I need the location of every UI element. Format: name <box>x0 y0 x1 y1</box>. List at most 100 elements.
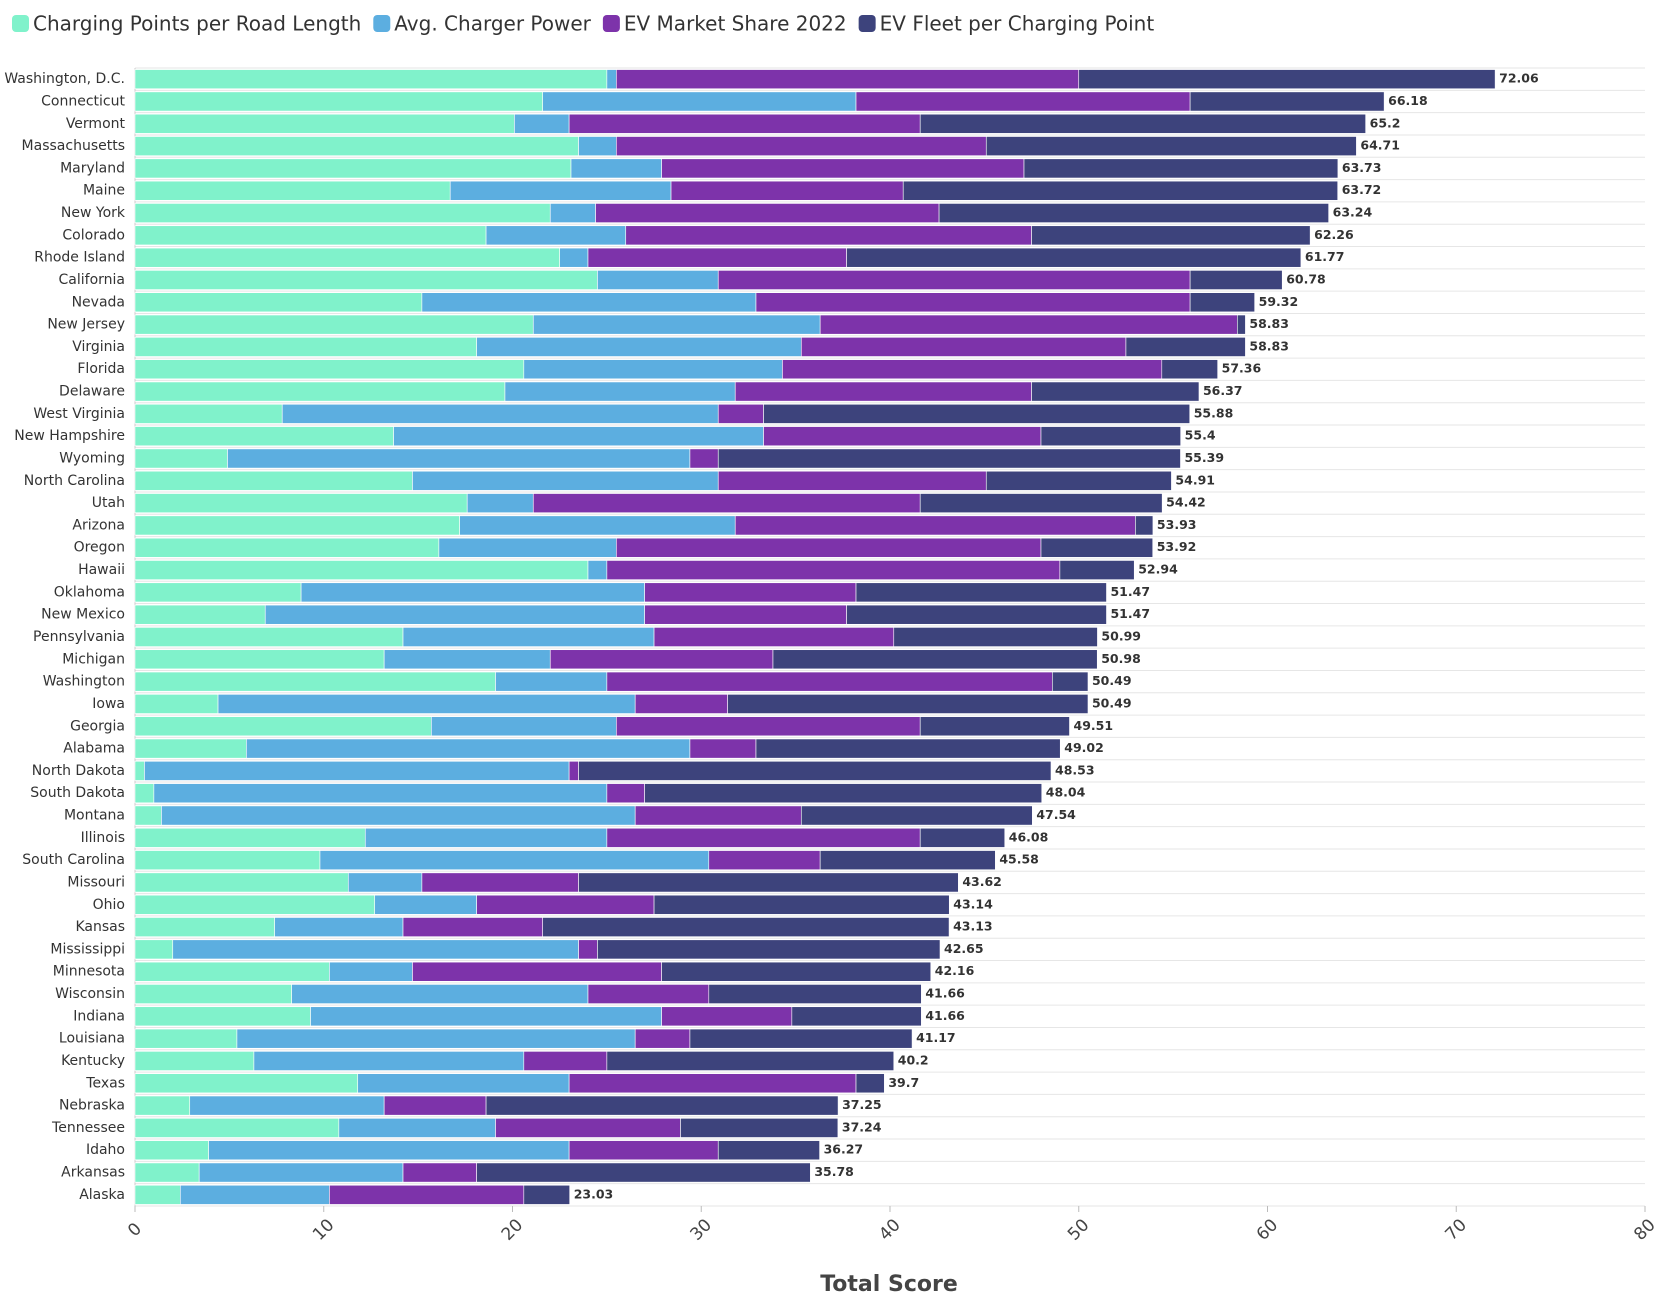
bar-segment <box>985 136 1357 156</box>
bar-segment <box>568 113 921 134</box>
total-label: 41.66 <box>925 986 965 1001</box>
y-tick-label: Iowa <box>92 696 125 712</box>
bar-segment <box>134 738 247 759</box>
x-axis-title: Total Score <box>820 1272 958 1297</box>
bar-segment <box>134 984 292 1004</box>
bar-segment <box>523 1051 608 1071</box>
total-label: 42.16 <box>935 963 975 978</box>
x-tick-label: 0 <box>124 1219 146 1241</box>
bar-segment <box>347 872 423 893</box>
bar-segment <box>134 158 572 179</box>
bar-segment <box>466 493 534 514</box>
bar-segment <box>134 1184 181 1205</box>
legend-swatch <box>602 15 620 32</box>
total-label: 56.37 <box>1203 383 1243 398</box>
y-tick-label: North Dakota <box>32 763 125 779</box>
bar-segment <box>134 180 451 201</box>
legend-label: Avg. Charger Power <box>394 12 591 36</box>
bar-segment <box>616 716 921 737</box>
bar-segment <box>246 738 691 759</box>
total-label: 63.72 <box>1342 182 1382 197</box>
legend-label: EV Market Share 2022 <box>624 12 847 36</box>
bar-segment <box>727 694 1089 714</box>
bar-segment <box>134 1028 238 1049</box>
bar-segment <box>134 805 162 826</box>
bar-segment <box>134 604 266 625</box>
total-label: 63.24 <box>1333 205 1373 220</box>
bar-segment <box>644 604 847 625</box>
x-tick-label: 60 <box>1253 1215 1282 1244</box>
bar-segment <box>291 984 589 1004</box>
total-label: 39.7 <box>888 1075 919 1090</box>
y-tick-label: Idaho <box>86 1142 125 1158</box>
bar-segment <box>134 1162 200 1183</box>
bar-segment <box>661 158 1025 179</box>
bar-segment <box>670 180 904 201</box>
bar-segment <box>134 247 560 268</box>
bar-segment <box>319 850 710 871</box>
y-tick-label: South Dakota <box>30 785 125 801</box>
bar-segment <box>281 403 719 424</box>
x-tick-label: 50 <box>1064 1215 1093 1244</box>
bar-segment <box>134 136 579 156</box>
total-label: 64.71 <box>1360 138 1400 153</box>
bar-segment <box>606 827 921 848</box>
bar-segment <box>542 917 950 937</box>
bar-segment <box>300 582 645 603</box>
total-label: 47.54 <box>1036 807 1076 822</box>
bar-segment <box>791 1006 922 1027</box>
bar-segment <box>134 827 366 848</box>
legend-label: Charging Points per Road Length <box>33 12 361 36</box>
total-label: 55.88 <box>1194 405 1234 420</box>
bar-segment <box>680 1118 839 1138</box>
bar-segment <box>134 872 349 893</box>
bar-segment <box>846 604 1107 625</box>
x-tick-label: 30 <box>687 1215 716 1244</box>
bar-segment <box>570 158 662 179</box>
y-tick-label: Florida <box>77 361 125 377</box>
bar-segment <box>134 69 608 90</box>
bar-segment <box>597 270 719 290</box>
bar-segment <box>606 783 645 804</box>
bar-segment <box>689 1028 913 1049</box>
bar-segment <box>919 827 1006 848</box>
y-tick-label: Wisconsin <box>55 986 125 1002</box>
bar-segment <box>846 247 1302 268</box>
bar-segment <box>578 760 1052 781</box>
bar-segment <box>364 827 608 848</box>
bar-segment <box>495 671 608 692</box>
bar-segment <box>819 314 1238 335</box>
bar-segment <box>578 939 598 960</box>
bar-segment <box>134 292 423 313</box>
bar-segment <box>634 805 802 826</box>
bar-segment <box>402 917 543 937</box>
bar-segment <box>855 1073 885 1094</box>
bar-segment <box>597 939 941 960</box>
bar-segment <box>919 716 1070 737</box>
bar-segment <box>800 337 1127 357</box>
bar-segment <box>412 470 719 491</box>
bar-segment <box>855 91 1191 112</box>
total-label: 50.98 <box>1101 651 1141 666</box>
total-label: 41.17 <box>916 1030 956 1045</box>
bar-segment <box>606 671 1053 692</box>
bar-segment <box>161 805 636 826</box>
y-tick-label: Arkansas <box>61 1165 125 1181</box>
bar-segment <box>568 1073 857 1094</box>
y-tick-label: West Virginia <box>33 406 125 422</box>
y-tick-label: Alabama <box>63 741 125 757</box>
y-tick-label: Utah <box>92 495 125 511</box>
bar-segment <box>476 337 802 357</box>
bar-segment <box>595 203 940 223</box>
bar-segment <box>180 1184 330 1205</box>
bar-segment <box>134 270 598 290</box>
total-label: 42.65 <box>944 941 984 956</box>
y-tick-label: Arizona <box>72 517 125 533</box>
y-tick-label: Oregon <box>74 540 125 556</box>
bar-segment <box>134 939 174 960</box>
total-label: 50.49 <box>1092 673 1132 688</box>
total-label: 35.78 <box>814 1164 854 1179</box>
bar-segment <box>134 582 302 603</box>
bar-segment <box>134 493 468 514</box>
bar-segment <box>144 760 570 781</box>
